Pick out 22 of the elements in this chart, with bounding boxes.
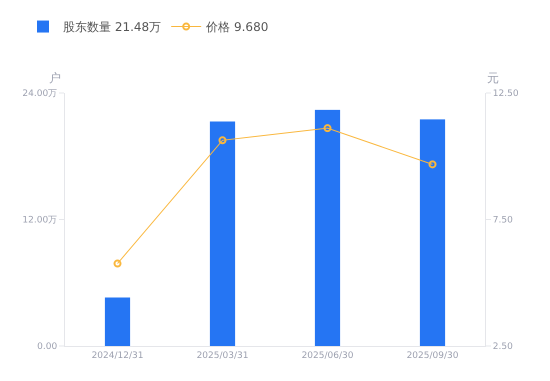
bar: [420, 119, 446, 346]
x-tick-label: 2025/03/31: [196, 350, 248, 361]
y-tick-label: 24.00万: [22, 89, 58, 100]
y-axis-title: 户: [49, 71, 61, 85]
bar: [314, 110, 340, 346]
y-tick-label: 12.00万: [22, 216, 58, 226]
y2-tick-label: 7.50: [492, 216, 514, 226]
y2-axis-title: 元: [487, 71, 499, 85]
point: [114, 260, 122, 268]
legend-label: 股东数量 21.48万: [63, 20, 162, 34]
x-tick-label: 2025/06/30: [302, 350, 354, 361]
y-tick-label: 0.00: [37, 342, 58, 352]
point: [324, 124, 332, 132]
y2-tick-label: 2.50: [492, 342, 514, 352]
bar: [104, 298, 130, 346]
x-tick-label: 2025/09/30: [406, 350, 459, 361]
point: [428, 160, 436, 168]
point: [218, 136, 226, 144]
legend-label: 价格 9.680: [205, 20, 268, 34]
x-tick-label: 2024/12/31: [92, 350, 144, 361]
y2-tick-label: 12.50: [492, 89, 519, 100]
bar: [210, 121, 236, 346]
